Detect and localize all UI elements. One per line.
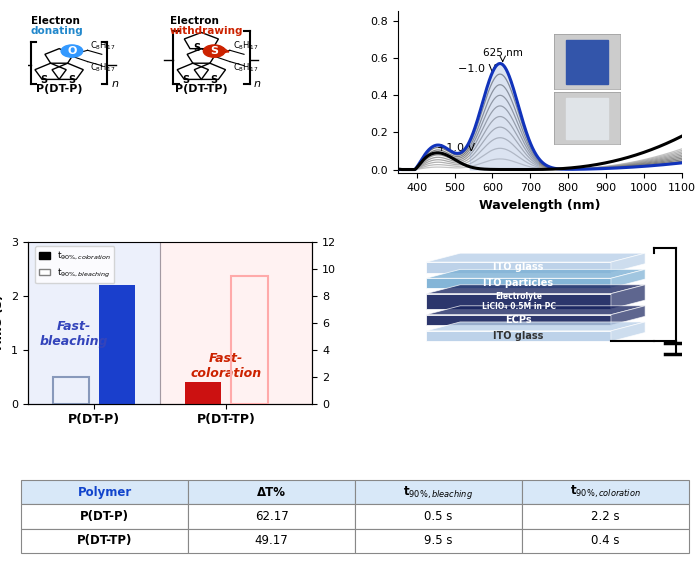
Circle shape [61,45,83,57]
Bar [0,242,160,404]
Polygon shape [426,262,611,273]
Bar [53,377,89,404]
Text: n: n [254,80,261,89]
Text: Fast-
bleaching: Fast- bleaching [40,320,109,348]
Text: withdrawing: withdrawing [170,26,244,36]
Polygon shape [426,269,645,278]
Polygon shape [426,293,611,309]
Polygon shape [611,253,645,273]
Polygon shape [611,322,645,341]
Text: P(DT-P): P(DT-P) [36,84,82,94]
Text: Fast-
coloration: Fast- coloration [191,352,262,380]
Y-axis label: Time (s): Time (s) [0,294,6,352]
Text: $\mathregular{C_8H_{17}}$: $\mathregular{C_8H_{17}}$ [90,62,116,74]
Bar [185,382,221,404]
Text: 625 nm: 625 nm [483,48,523,58]
Text: ECPs: ECPs [505,315,532,325]
Text: O: O [68,46,77,56]
Text: ITO glass: ITO glass [493,331,544,341]
Text: $\mathregular{C_8H_{17}}$: $\mathregular{C_8H_{17}}$ [90,40,116,53]
Legend: t$_{90\%,coloration}$, t$_{90\%,bleaching}$: t$_{90\%,coloration}$, t$_{90\%,bleachin… [35,247,114,284]
Text: S: S [68,74,75,85]
Text: S: S [210,46,218,56]
Polygon shape [426,278,611,288]
Text: S: S [193,43,200,53]
Bar [160,242,326,404]
Polygon shape [426,322,645,331]
Text: +1.0 V: +1.0 V [438,143,475,153]
Polygon shape [611,269,645,288]
Polygon shape [426,285,645,293]
Text: ITO particles: ITO particles [484,278,553,288]
Text: ITO glass: ITO glass [493,263,544,272]
Text: −1.0 V: −1.0 V [458,64,496,74]
Text: Electron: Electron [31,16,79,26]
Text: S: S [40,74,47,85]
Bar [99,285,135,404]
Text: donating: donating [31,26,84,36]
Text: S: S [182,74,189,85]
Text: S: S [211,74,218,85]
Text: P(DT-TP): P(DT-TP) [175,84,228,94]
Polygon shape [426,331,611,341]
Text: n: n [112,80,119,89]
X-axis label: Wavelength (nm): Wavelength (nm) [479,198,601,212]
Polygon shape [426,253,645,262]
Polygon shape [426,306,645,315]
Text: Electrolyte
LiClO₄ 0.5M in PC: Electrolyte LiClO₄ 0.5M in PC [482,292,555,311]
Polygon shape [611,285,645,309]
Polygon shape [426,315,611,325]
Text: Electron: Electron [170,16,219,26]
Text: $\mathregular{C_8H_{17}}$: $\mathregular{C_8H_{17}}$ [232,40,258,53]
Bar [231,276,268,404]
Polygon shape [611,306,645,325]
Text: $\mathregular{C_8H_{17}}$: $\mathregular{C_8H_{17}}$ [232,62,258,74]
Circle shape [203,45,225,57]
